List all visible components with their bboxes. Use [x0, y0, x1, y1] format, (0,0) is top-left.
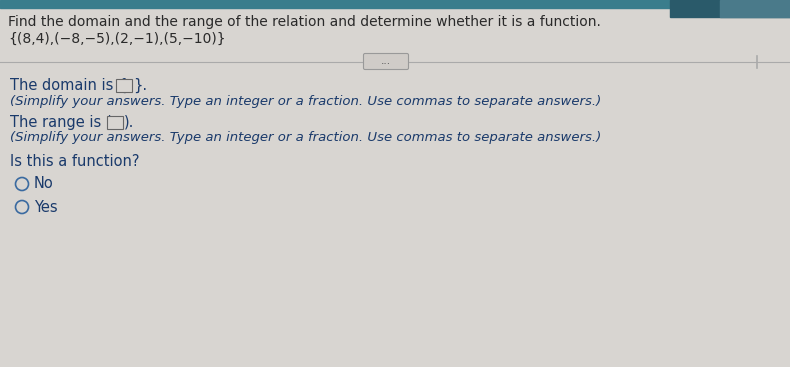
Text: }.: }.: [133, 77, 147, 92]
Text: (Simplify your answers. Type an integer or a fraction. Use commas to separate an: (Simplify your answers. Type an integer …: [10, 131, 601, 145]
Bar: [670, 0, 790, 17]
Text: Find the domain and the range of the relation and determine whether it is a func: Find the domain and the range of the rel…: [8, 15, 601, 29]
Bar: [0, 0, 790, 8]
Text: The domain is {: The domain is {: [10, 77, 127, 92]
FancyBboxPatch shape: [116, 79, 132, 91]
Text: Yes: Yes: [34, 200, 58, 214]
Text: Is this a function?: Is this a function?: [10, 155, 140, 170]
Text: The range is (: The range is (: [10, 115, 111, 130]
Text: No: No: [34, 177, 54, 192]
FancyBboxPatch shape: [107, 116, 123, 128]
Bar: [720, 0, 790, 17]
Text: ).: ).: [124, 115, 134, 130]
Text: (Simplify your answers. Type an integer or a fraction. Use commas to separate an: (Simplify your answers. Type an integer …: [10, 94, 601, 108]
Text: {(8,4),(−8,−5),(2,−1),(5,−10)}: {(8,4),(−8,−5),(2,−1),(5,−10)}: [8, 32, 226, 46]
Text: ...: ...: [381, 56, 391, 66]
FancyBboxPatch shape: [363, 54, 408, 69]
